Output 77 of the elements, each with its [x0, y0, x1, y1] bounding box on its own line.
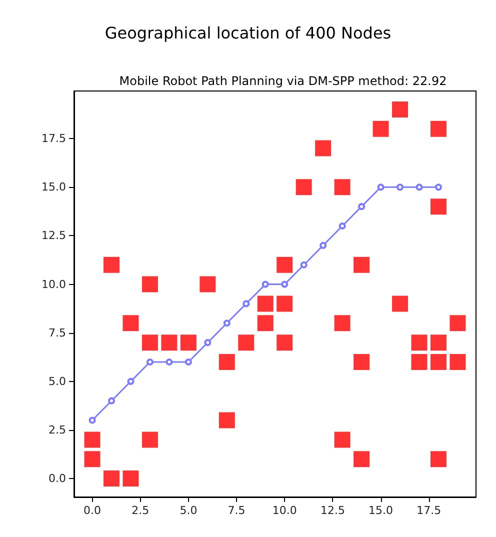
- point: [108, 397, 116, 404]
- y-tick-label: 17.5: [42, 132, 66, 146]
- point: [180, 334, 196, 351]
- point: [430, 451, 446, 468]
- point: [142, 276, 158, 292]
- point: [430, 198, 446, 215]
- point: [204, 339, 212, 346]
- point: [296, 179, 312, 196]
- x-tick-label: 12.5: [320, 504, 345, 517]
- point: [430, 120, 446, 137]
- x-tick-label: 15.0: [368, 504, 394, 517]
- point: [104, 470, 120, 487]
- point: [122, 315, 139, 332]
- y-tick-label: 12.5: [42, 229, 66, 242]
- point: [161, 334, 178, 351]
- point: [315, 140, 332, 156]
- point: [450, 354, 466, 370]
- point: [411, 334, 428, 351]
- point: [354, 354, 370, 370]
- y-tick-label: 5.0: [48, 374, 66, 388]
- point: [320, 242, 327, 249]
- chart-subtitle: Mobile Robot Path Planning via DM-SPP method: 22.92: [119, 74, 447, 88]
- point: [257, 296, 274, 312]
- point: [392, 296, 408, 312]
- point: [435, 184, 442, 191]
- x-tick-label: 5.0: [180, 504, 198, 517]
- point: [354, 256, 370, 273]
- point: [276, 296, 293, 312]
- point: [396, 184, 404, 191]
- y-tick-label: 10.0: [42, 278, 66, 291]
- point: [146, 358, 154, 366]
- point: [276, 256, 293, 273]
- point: [416, 184, 423, 191]
- x-tick-label: 10.0: [272, 504, 297, 517]
- point: [377, 184, 384, 191]
- point: [281, 280, 288, 288]
- point: [242, 300, 250, 308]
- point: [334, 179, 350, 196]
- point: [88, 416, 96, 424]
- y-tick-label: 2.5: [48, 423, 66, 436]
- point: [104, 256, 120, 273]
- point: [127, 378, 134, 385]
- point: [450, 315, 466, 332]
- point: [300, 261, 308, 268]
- point: [262, 280, 269, 288]
- point: [84, 432, 100, 448]
- point: [338, 222, 346, 230]
- point: [354, 451, 370, 468]
- point: [238, 334, 254, 351]
- point: [430, 354, 446, 370]
- y-tick-label: 0.0: [48, 472, 66, 486]
- point: [358, 203, 366, 210]
- point: [184, 358, 192, 366]
- point: [218, 354, 235, 370]
- y-tick-label: 15.0: [42, 180, 66, 194]
- point: [392, 101, 408, 118]
- y-tick-label: 7.5: [48, 326, 66, 340]
- point: [257, 315, 274, 332]
- point: [218, 412, 235, 428]
- point: [122, 470, 139, 487]
- point: [334, 432, 350, 448]
- point: [166, 358, 173, 366]
- point: [200, 276, 216, 292]
- point: [411, 354, 428, 370]
- point: [84, 451, 100, 468]
- point: [276, 334, 293, 351]
- point: [334, 315, 350, 332]
- point: [142, 432, 158, 448]
- x-tick-label: 7.5: [228, 504, 246, 517]
- point: [223, 320, 230, 327]
- point: [430, 334, 446, 351]
- point: [372, 120, 389, 137]
- chart-title: Geographical location of 400 Nodes: [104, 24, 392, 42]
- x-tick-label: 0.0: [84, 504, 102, 517]
- x-tick-label: 2.5: [132, 504, 150, 517]
- point: [142, 334, 158, 351]
- x-tick-label: 17.5: [416, 504, 442, 517]
